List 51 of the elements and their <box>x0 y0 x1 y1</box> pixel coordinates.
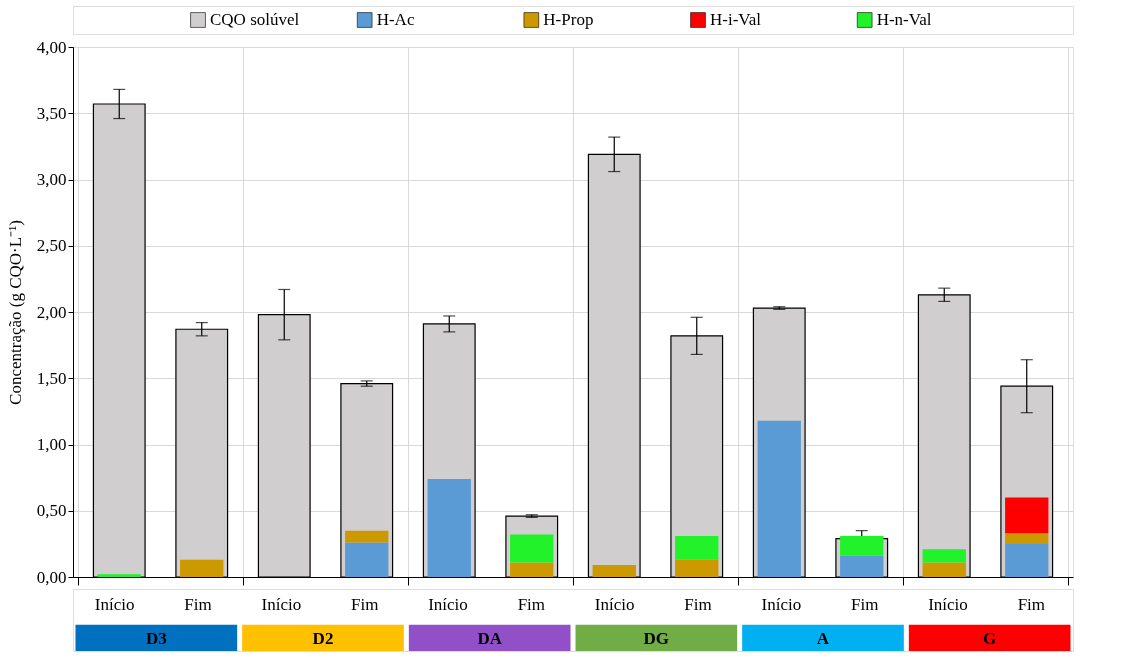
text: G <box>983 629 997 649</box>
y-tick-label: 3,00 <box>36 170 67 189</box>
text: D3 <box>145 629 167 649</box>
bar <box>180 559 224 577</box>
bar <box>97 574 141 577</box>
x-tick-label: Início <box>761 594 802 614</box>
x-tick-label: Fim <box>1017 594 1046 614</box>
x-tick-label: Início <box>261 594 302 614</box>
x-tick-label: Fim <box>350 594 379 614</box>
bar <box>840 555 884 577</box>
text: DA <box>477 629 503 649</box>
y-tick-label: 4,00 <box>36 37 67 57</box>
text: DG <box>643 629 670 649</box>
legend-label: H-Ac <box>376 10 415 29</box>
bar <box>757 420 801 577</box>
y-axis-title: Concentração (g CQO·L⁻¹) <box>5 220 25 405</box>
bar <box>1005 497 1049 534</box>
bar <box>1005 533 1049 544</box>
y-tick-label: 3,50 <box>36 103 67 123</box>
text: A <box>816 629 830 649</box>
x-tick-label: Fim <box>850 594 879 614</box>
legend-label: CQO solúvel <box>210 10 300 29</box>
x-tick-label: Início <box>594 594 635 614</box>
bar <box>840 535 884 556</box>
x-tick-label: Fim <box>184 594 212 614</box>
y-tick-label: 1,00 <box>36 435 67 454</box>
x-tick-label: Início <box>428 594 468 614</box>
x-tick-label: Fim <box>684 594 712 614</box>
bar <box>592 565 636 577</box>
x-tick-label: Início <box>94 594 135 614</box>
y-tick-label: 0,00 <box>36 567 67 587</box>
legend-label: H-i-Val <box>710 10 762 29</box>
y-tick-label: 1,50 <box>36 368 67 388</box>
bar <box>427 478 471 577</box>
bar <box>675 535 719 560</box>
x-tick-label: Início <box>928 594 968 614</box>
bar <box>1005 543 1049 577</box>
x-tick-label: Fim <box>517 594 546 614</box>
bar <box>345 530 389 543</box>
bar <box>510 562 554 577</box>
legend-label: H-n-Val <box>876 10 932 29</box>
legend-label: H-Prop <box>543 10 594 29</box>
y-tick-label: 2,50 <box>36 236 67 256</box>
text: D2 <box>312 629 334 649</box>
y-tick-label: 2,00 <box>36 302 67 322</box>
bar <box>675 559 719 577</box>
bar <box>510 534 554 563</box>
bar <box>922 562 966 577</box>
bar <box>922 549 966 563</box>
bar <box>345 542 389 577</box>
y-tick-label: 0,50 <box>36 501 67 521</box>
